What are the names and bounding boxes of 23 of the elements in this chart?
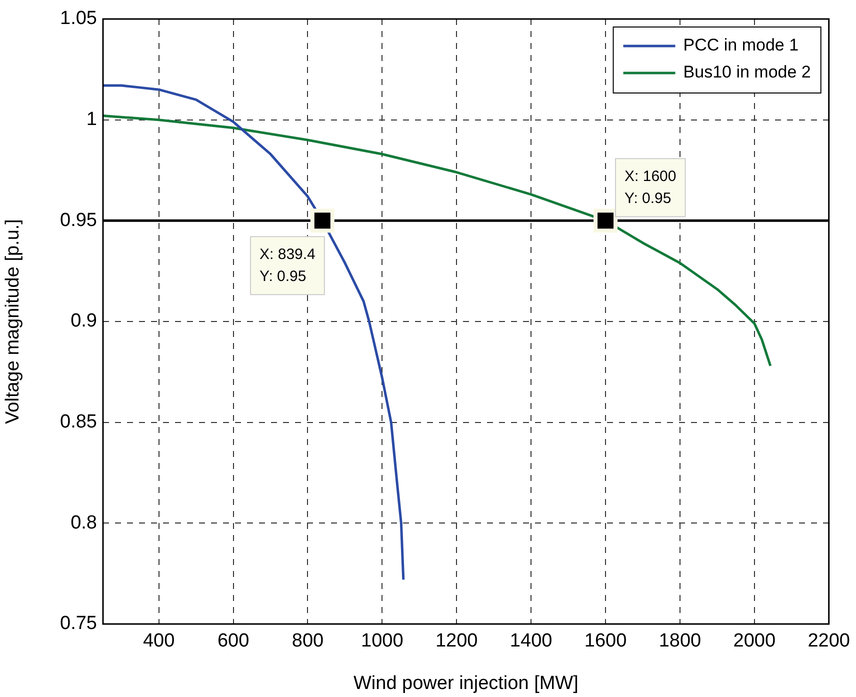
x-tick-label: 1800	[658, 630, 702, 652]
x-tick-label: 400	[142, 630, 175, 652]
y-tick-label: 0.75	[60, 613, 97, 634]
x-tick-label: 1000	[361, 630, 404, 652]
legend-label: PCC in mode 1	[683, 36, 799, 55]
x-axis-title: Wind power injection [MW]	[353, 672, 578, 694]
annotation: X: 1600 Y: 0.95	[624, 168, 676, 207]
y-tick-label: 1	[86, 109, 97, 130]
x-tick-label: 1600	[584, 630, 627, 652]
x-tick-label: 800	[292, 630, 324, 652]
y-tick-label: 0.95	[60, 210, 97, 231]
x-tick-label: 600	[217, 630, 250, 652]
y-tick-label: 0.8	[70, 512, 97, 534]
x-tick-label: 2200	[808, 630, 850, 652]
y-axis-title: Voltage magnitude [p.u.]	[2, 219, 24, 424]
legend-label: Bus10 in mode 2	[683, 62, 811, 82]
y-tick-label: 0.85	[60, 412, 97, 433]
x-tick-label: 1200	[435, 630, 478, 652]
x-tick-label: 2000	[733, 630, 776, 652]
annotation: X: 839.4 Y: 0.95	[260, 246, 316, 285]
y-tick-label: 0.9	[70, 310, 97, 332]
y-tick-label: 1.05	[60, 8, 97, 30]
x-tick-label: 1400	[510, 630, 552, 652]
